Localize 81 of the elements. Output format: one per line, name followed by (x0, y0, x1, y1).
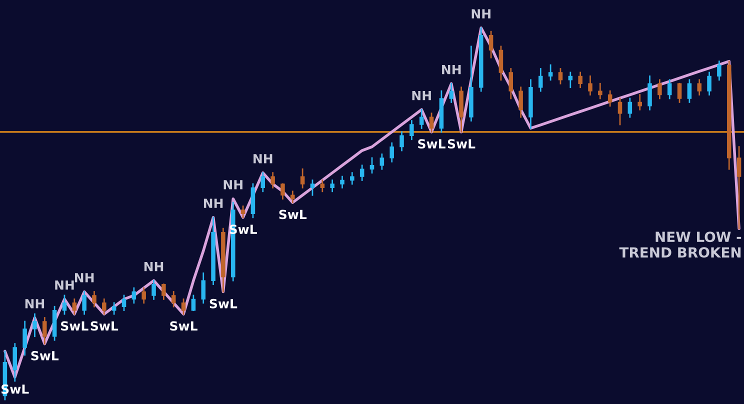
annotation: SwL (210, 298, 238, 308)
candlestick (320, 180, 325, 192)
candlestick (300, 168, 305, 188)
candlestick (449, 82, 454, 103)
candlestick (122, 294, 126, 312)
annotation: NH (412, 90, 431, 100)
annotation: NH (254, 154, 272, 164)
candlestick (62, 294, 67, 315)
candlestick (92, 291, 96, 308)
candlestick (717, 60, 722, 81)
annotation: NH (204, 198, 223, 208)
candlestick (360, 164, 364, 181)
candlestick (12, 343, 18, 382)
candlestick (142, 287, 146, 304)
annotation: NH (224, 180, 242, 190)
candlestick (181, 298, 186, 315)
annotation: SwL (170, 321, 198, 331)
candlestick (658, 79, 662, 100)
candlestick (152, 280, 156, 300)
candlestick (558, 68, 563, 84)
annotation: NH (442, 64, 461, 74)
candlestick (538, 68, 543, 92)
candlestick (42, 317, 47, 344)
annotation: SwL (90, 321, 118, 331)
candlestick (410, 120, 414, 140)
candlestick (628, 98, 632, 118)
annotation: SwL (61, 321, 88, 331)
candlestick (22, 320, 27, 356)
candlestick (736, 146, 742, 230)
candlestick (191, 294, 196, 312)
candlestick (638, 94, 642, 110)
candlestick (201, 272, 206, 304)
annotation: NH (25, 299, 44, 308)
candlestick (697, 79, 702, 96)
annotation: NH (144, 262, 164, 272)
candlestick (400, 131, 404, 152)
candlestick (419, 108, 424, 129)
annotation: NH (55, 280, 74, 290)
candlestick (290, 190, 295, 204)
candlestick (270, 172, 275, 188)
candlestick (588, 75, 592, 96)
candlestick (350, 172, 354, 185)
candlestick (162, 284, 166, 300)
candlestick (518, 86, 523, 118)
annotation: SwL (279, 210, 307, 220)
candlestick (280, 183, 285, 200)
candlestick (310, 180, 315, 196)
annotation: NEW LOW - TREND BROKEN (619, 232, 742, 258)
candlestick (508, 68, 514, 100)
candlestick (171, 291, 176, 308)
candlestick (340, 176, 344, 188)
candlestick (488, 30, 494, 58)
candlestick (608, 90, 612, 107)
candlestick (667, 79, 672, 100)
candlestick (618, 98, 622, 126)
candlestick (380, 154, 384, 170)
candlestick (498, 46, 504, 81)
annotation: NH (75, 273, 94, 282)
annotation: SwL (448, 139, 476, 149)
candlestick (548, 64, 553, 81)
candlestick (72, 298, 77, 315)
candlestick (677, 82, 682, 103)
candlestick (429, 112, 434, 133)
candlestick (598, 82, 602, 100)
candlestick (82, 291, 86, 315)
candlestick (370, 157, 374, 174)
candlestick (330, 180, 334, 192)
candlestick (102, 298, 106, 315)
candlestick (648, 75, 652, 110)
candlestick (707, 72, 712, 96)
candlestick (578, 72, 582, 88)
candlestick (132, 287, 136, 304)
candlestick (260, 172, 266, 192)
annotation: SwL (31, 350, 59, 360)
candlestick (32, 313, 37, 338)
candlestick (687, 79, 692, 103)
candlestick (568, 72, 573, 88)
candlestick (390, 142, 394, 162)
annotation: NH (472, 9, 490, 18)
annotation: SwL (418, 139, 446, 149)
candlestick (240, 206, 246, 218)
